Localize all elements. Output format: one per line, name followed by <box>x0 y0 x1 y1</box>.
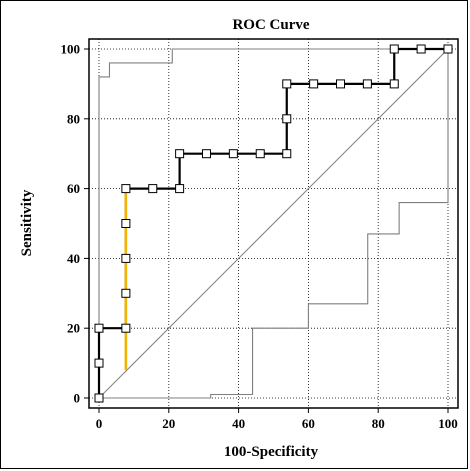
x-tick-label: 40 <box>232 416 245 431</box>
roc-point-marker <box>175 149 185 159</box>
plot-frame <box>88 38 459 409</box>
roc-point-marker <box>94 323 104 333</box>
chart-title: ROC Curve <box>232 17 309 33</box>
y-tick-label: 60 <box>67 181 80 196</box>
roc-point-marker <box>389 44 399 54</box>
x-tick-label: 60 <box>302 416 315 431</box>
x-axis-label: 100-Specificity <box>224 444 319 460</box>
roc-point-marker <box>148 184 158 194</box>
y-tick-label: 20 <box>67 321 80 336</box>
roc-point-marker <box>362 79 372 89</box>
lower-ci-line <box>99 49 449 399</box>
roc-point-marker <box>121 323 131 333</box>
y-tick-label: 40 <box>67 251 80 266</box>
diagonal-reference-line <box>98 48 449 399</box>
y-tick-label: 80 <box>67 111 80 126</box>
plot-area: 0 20 40 60 80 100 0 20 40 60 80 100 <box>61 38 459 431</box>
roc-point-marker <box>175 184 185 194</box>
roc-point-marker <box>282 79 292 89</box>
y-tick-label: 0 <box>74 391 81 406</box>
upper-ci-line <box>98 48 448 398</box>
y-axis-label: Sensitivity <box>19 189 35 256</box>
x-tick-label: 0 <box>96 416 103 431</box>
roc-point-marker <box>94 358 104 368</box>
x-tick-label: 20 <box>162 416 175 431</box>
roc-point-marker <box>121 219 131 228</box>
roc-point-marker <box>121 184 131 194</box>
roc-point-marker <box>416 44 426 54</box>
roc-point-marker <box>94 393 104 403</box>
roc-point-marker <box>282 114 292 124</box>
y-tick-label: 100 <box>61 42 81 57</box>
roc-point-marker <box>336 79 346 89</box>
roc-point-marker <box>121 288 131 298</box>
roc-point-marker <box>201 149 211 159</box>
roc-point-marker <box>228 149 238 159</box>
roc-point-marker <box>443 44 453 54</box>
roc-point-marker <box>255 149 265 159</box>
x-tick-label: 80 <box>372 416 385 431</box>
roc-point-marker <box>389 79 399 89</box>
roc-point-marker <box>121 253 131 263</box>
x-tick-label: 100 <box>438 416 458 431</box>
roc-point-marker <box>282 149 292 159</box>
roc-point-marker <box>309 79 319 89</box>
